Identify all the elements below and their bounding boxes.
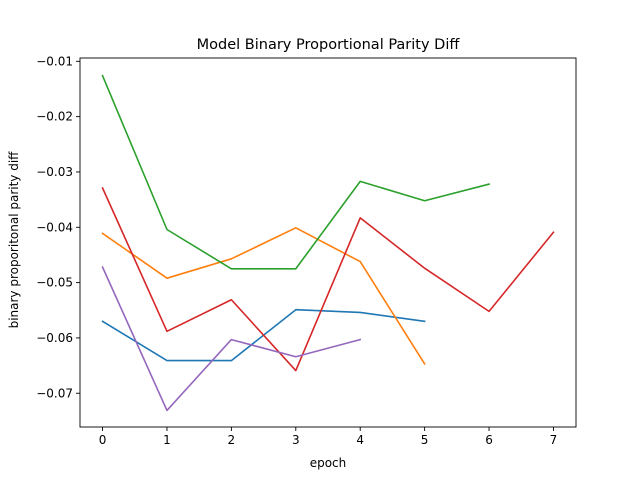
series-line-5 <box>101 266 362 412</box>
y-tick-label: −0.06 <box>36 331 73 345</box>
chart-title: Model Binary Proportional Parity Diff <box>197 37 461 53</box>
y-tick-label: −0.03 <box>36 165 73 179</box>
x-tick-label: 7 <box>550 433 558 447</box>
x-axis-label: epoch <box>310 456 347 470</box>
y-tick-label: −0.07 <box>36 386 73 400</box>
x-tick-label: 4 <box>356 433 364 447</box>
x-tick-label: 5 <box>421 433 429 447</box>
x-tick-label: 3 <box>292 433 300 447</box>
y-tick-label: −0.05 <box>36 276 73 290</box>
x-tick-label: 6 <box>485 433 493 447</box>
y-axis-label: binary proporitonal parity diff <box>7 151 21 329</box>
x-tick-label: 2 <box>228 433 236 447</box>
x-tick-label: 0 <box>99 433 107 447</box>
x-tick-label: 1 <box>163 433 171 447</box>
y-tick-label: −0.04 <box>36 220 73 234</box>
series-line-4 <box>101 186 555 372</box>
y-tick-label: −0.01 <box>36 54 73 68</box>
plot-area: 0 1 2 3 4 5 6 7 −0.07 −0.06 −0.05 −0.04 −0.03 −0.02 −0… <box>36 54 577 447</box>
series-line-3 <box>101 74 491 270</box>
series-line-2 <box>101 227 426 366</box>
y-tick-label: −0.02 <box>36 110 73 124</box>
axes-frame <box>79 57 577 428</box>
